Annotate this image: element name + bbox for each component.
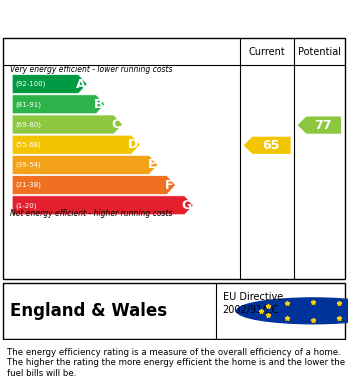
- Text: Current: Current: [249, 47, 285, 57]
- Text: Energy Efficiency Rating: Energy Efficiency Rating: [10, 9, 239, 27]
- Text: (39-54): (39-54): [16, 161, 41, 168]
- Polygon shape: [12, 196, 193, 215]
- Polygon shape: [244, 137, 291, 154]
- Polygon shape: [12, 95, 105, 114]
- Text: Very energy efficient - lower running costs: Very energy efficient - lower running co…: [10, 65, 173, 74]
- Polygon shape: [12, 115, 122, 134]
- Text: (69-80): (69-80): [16, 121, 42, 128]
- Text: (1-20): (1-20): [16, 202, 37, 208]
- Text: Potential: Potential: [298, 47, 341, 57]
- Polygon shape: [12, 135, 140, 154]
- Text: 65: 65: [262, 139, 279, 152]
- Text: G: G: [181, 199, 191, 212]
- Text: D: D: [128, 138, 139, 151]
- Polygon shape: [12, 75, 87, 93]
- Text: (92-100): (92-100): [16, 81, 46, 87]
- Circle shape: [237, 298, 348, 324]
- Polygon shape: [12, 176, 175, 195]
- Text: England & Wales: England & Wales: [10, 302, 168, 320]
- Text: B: B: [94, 98, 103, 111]
- Text: EU Directive
2002/91/EC: EU Directive 2002/91/EC: [223, 292, 283, 316]
- Text: (81-91): (81-91): [16, 101, 42, 108]
- Polygon shape: [298, 117, 341, 134]
- Text: F: F: [165, 179, 174, 192]
- Text: C: C: [112, 118, 121, 131]
- Text: Not energy efficient - higher running costs: Not energy efficient - higher running co…: [10, 209, 173, 218]
- Text: E: E: [148, 158, 156, 171]
- Text: 77: 77: [314, 118, 332, 132]
- Text: The energy efficiency rating is a measure of the overall efficiency of a home. T: The energy efficiency rating is a measur…: [7, 348, 345, 378]
- Text: (55-68): (55-68): [16, 142, 41, 148]
- Text: (21-38): (21-38): [16, 182, 41, 188]
- Polygon shape: [12, 155, 158, 174]
- Text: A: A: [76, 77, 86, 91]
